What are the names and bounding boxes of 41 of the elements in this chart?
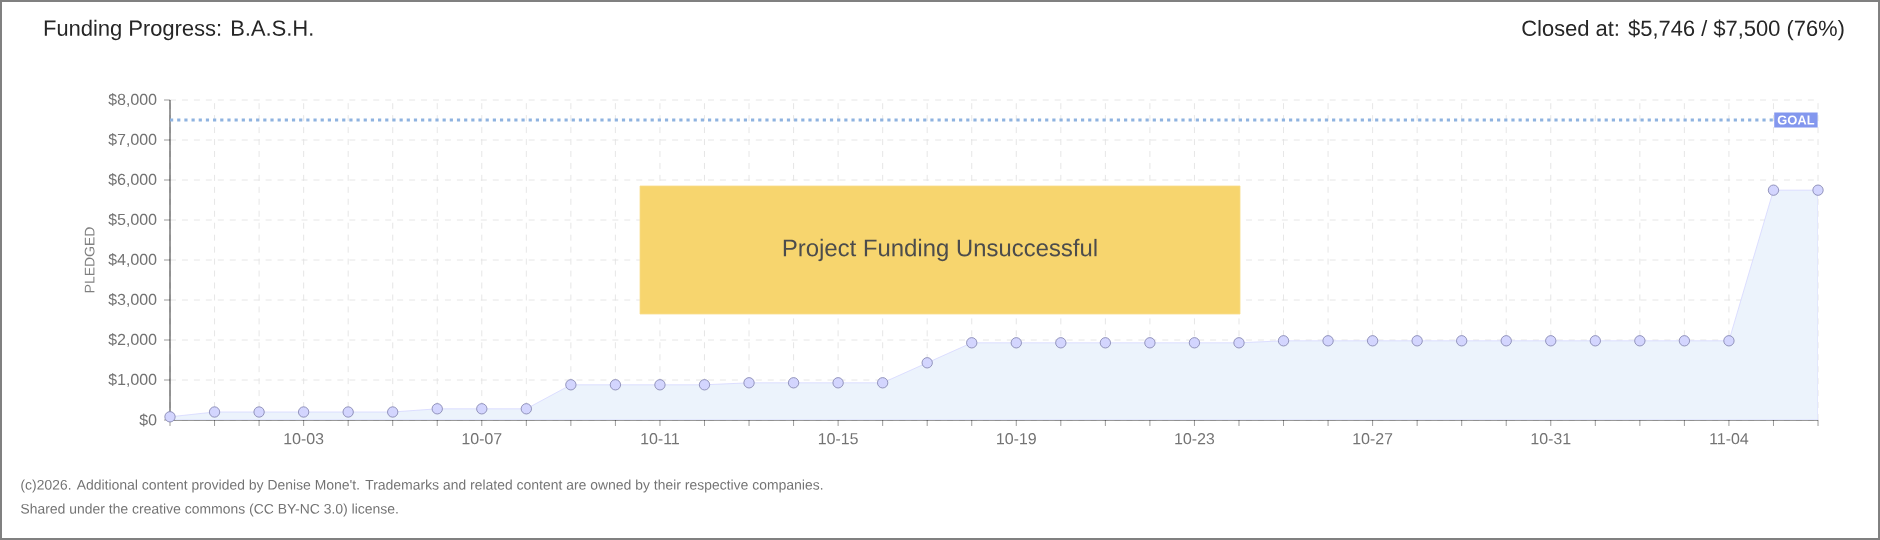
point [1723,335,1735,347]
point [253,406,265,418]
point [387,406,399,418]
point [609,379,621,391]
point [1500,335,1512,347]
point [698,379,711,391]
point [1456,335,1468,347]
point [1678,335,1690,347]
point [1767,184,1780,196]
point [1322,335,1334,347]
point [1144,337,1156,349]
point [1812,184,1824,196]
point [342,406,354,418]
point [1010,337,1022,349]
point [1411,335,1423,347]
point [1277,335,1290,347]
point [520,403,532,415]
point [921,357,933,369]
point [476,403,488,415]
point [832,377,844,389]
point [164,411,176,423]
point [966,337,978,349]
point [431,403,443,415]
point [1233,337,1245,349]
point [1055,337,1067,349]
chart-title: Funding Progress: B.A.S.H. [44,19,313,41]
chart-subtitle: Closed at: $5,746 / $7,500 (76%) [1522,19,1844,41]
point [1099,337,1111,349]
point [1589,335,1601,347]
point [1188,337,1201,349]
point [565,379,577,391]
point [743,377,755,389]
point [877,377,889,389]
point [208,406,221,418]
point [1545,335,1557,347]
point [1634,335,1646,347]
annotation: Project Funding Unsuccessful [783,238,1097,262]
point [298,406,310,418]
point [1367,335,1379,347]
point [654,379,666,391]
point [787,377,800,389]
